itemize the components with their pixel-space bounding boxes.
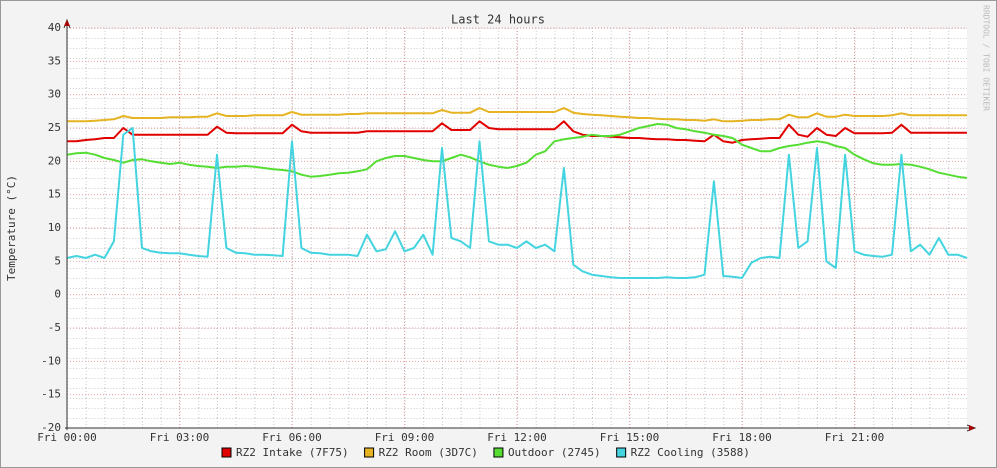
- legend-swatch: [616, 447, 627, 458]
- legend-swatch: [364, 447, 375, 458]
- x-tick-label: Fri 06:00: [262, 431, 322, 444]
- y-tick-label: 5: [54, 254, 61, 267]
- x-tick-label: Fri 21:00: [825, 431, 885, 444]
- x-tick-label: Fri 09:00: [375, 431, 435, 444]
- y-tick-label: -15: [41, 388, 61, 401]
- x-tick-label: Fri 00:00: [37, 431, 97, 444]
- x-tick-label: Fri 03:00: [150, 431, 210, 444]
- chart-title: Last 24 hours: [451, 13, 545, 27]
- legend-label: RZ2 Room (3D7C): [379, 446, 478, 459]
- series-line: [66, 127, 968, 279]
- series-line: [66, 123, 968, 179]
- y-tick-label: -20: [41, 421, 61, 434]
- series-line: [67, 107, 967, 123]
- y-tick-label: 35: [48, 54, 61, 67]
- y-tick-label: 15: [48, 188, 61, 201]
- x-tick-label: Fri 15:00: [600, 431, 660, 444]
- legend-label: Outdoor (2745): [508, 446, 601, 459]
- legend-swatch: [221, 447, 232, 458]
- y-tick-label: 40: [48, 21, 61, 34]
- x-tick-label: Fri 18:00: [712, 431, 772, 444]
- y-tick-label: 10: [48, 221, 61, 234]
- y-tick-label: 0: [54, 288, 61, 301]
- watermark: RRDTOOL / TOBI OETIKER: [982, 5, 991, 111]
- y-axis-label: Temperature (°C): [5, 175, 18, 281]
- legend-swatch: [493, 447, 504, 458]
- y-tick-label: 20: [48, 154, 61, 167]
- legend-label: RZ2 Intake (7F75): [236, 446, 349, 459]
- y-tick-label: -10: [41, 354, 61, 367]
- legend-label: RZ2 Cooling (3588): [631, 446, 750, 459]
- x-tick-label: Fri 12:00: [487, 431, 547, 444]
- series-line: [67, 120, 967, 144]
- y-tick-label: 30: [48, 88, 61, 101]
- y-tick-label: 25: [48, 121, 61, 134]
- y-tick-label: -5: [48, 321, 61, 334]
